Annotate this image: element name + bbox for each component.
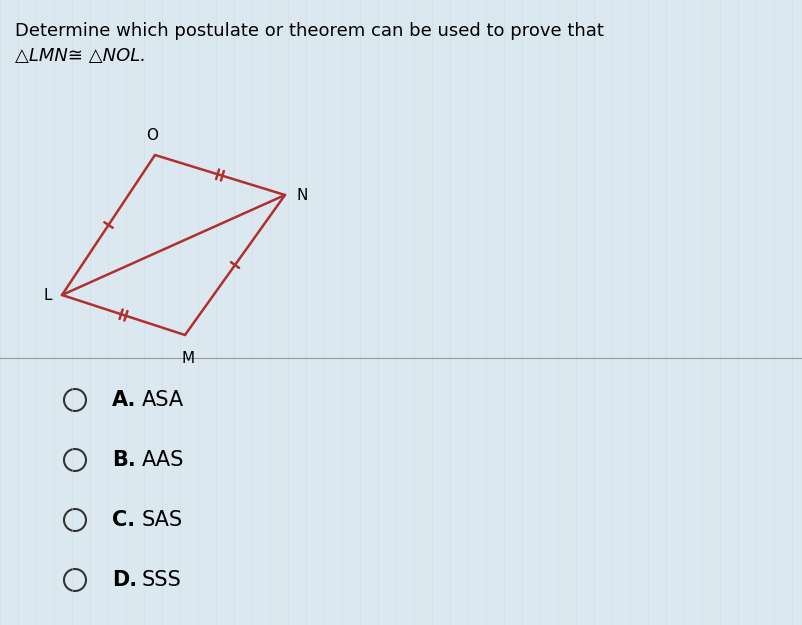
Text: O: O xyxy=(146,128,158,143)
Text: C.: C. xyxy=(111,510,135,530)
Text: M: M xyxy=(181,351,194,366)
Text: D.: D. xyxy=(111,570,137,590)
Text: △LMN≅ △NOL.: △LMN≅ △NOL. xyxy=(15,47,146,65)
Text: A.: A. xyxy=(111,390,136,410)
Text: L: L xyxy=(43,288,52,302)
Text: N: N xyxy=(297,188,308,202)
Text: SSS: SSS xyxy=(142,570,181,590)
Text: SAS: SAS xyxy=(142,510,183,530)
Text: ASA: ASA xyxy=(142,390,184,410)
Text: AAS: AAS xyxy=(142,450,184,470)
Text: B.: B. xyxy=(111,450,136,470)
Text: Determine which postulate or theorem can be used to prove that: Determine which postulate or theorem can… xyxy=(15,22,603,40)
